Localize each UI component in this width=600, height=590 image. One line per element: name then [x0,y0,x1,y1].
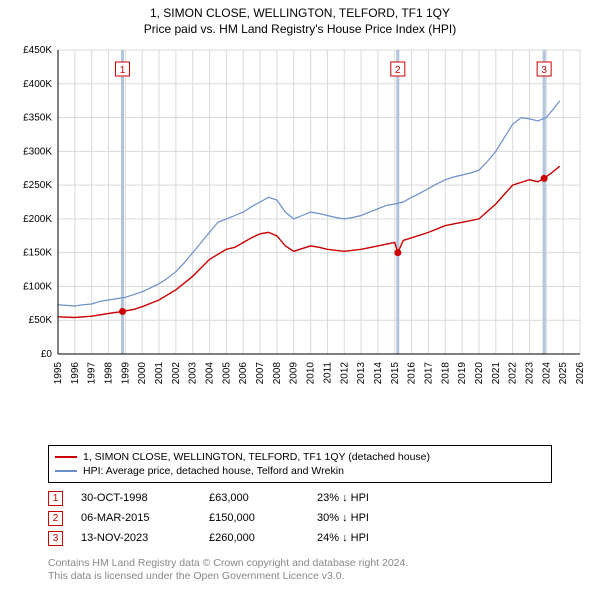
svg-text:2003: 2003 [188,362,199,385]
svg-text:2015: 2015 [390,362,401,385]
svg-text:2022: 2022 [508,362,519,385]
transaction-delta: 23% ↓ HPI [317,492,407,504]
svg-text:2005: 2005 [221,362,232,385]
svg-text:1995: 1995 [53,362,64,385]
svg-text:2006: 2006 [238,362,249,385]
title-line-1: 1, SIMON CLOSE, WELLINGTON, TELFORD, TF1… [0,6,600,20]
legend-swatch-hpi [55,470,77,472]
svg-text:2001: 2001 [154,362,165,385]
footer-line-1: Contains HM Land Registry data © Crown c… [48,557,408,571]
svg-text:2: 2 [395,65,401,76]
svg-text:£350K: £350K [23,113,52,124]
transactions-table: 1 30-OCT-1998 £63,000 23% ↓ HPI 2 06-MAR-2015… [48,488,407,548]
svg-text:2009: 2009 [289,362,300,385]
svg-text:£100K: £100K [23,281,52,292]
transaction-date: 06-MAR-2015 [81,512,191,524]
svg-text:£0: £0 [41,349,53,360]
svg-text:2018: 2018 [440,362,451,385]
svg-text:2016: 2016 [407,362,418,385]
chart-area: £0 £50K £100K £150K £200K £250K £300K £350K £400… [10,44,590,404]
svg-text:£250K: £250K [23,180,52,191]
legend-label-hpi: HPI: Average price, detached house, Telf… [83,464,344,478]
transaction-marker: 2 [48,511,63,526]
svg-text:2023: 2023 [524,362,535,385]
transaction-date: 30-OCT-1998 [81,492,191,504]
svg-text:£300K: £300K [23,146,52,157]
svg-text:2014: 2014 [373,362,384,385]
svg-text:1996: 1996 [70,362,81,385]
svg-text:2021: 2021 [491,362,502,385]
svg-text:2007: 2007 [255,362,266,385]
svg-text:1999: 1999 [120,362,131,385]
svg-text:1998: 1998 [104,362,115,385]
transaction-price: £260,000 [209,532,299,544]
legend: 1, SIMON CLOSE, WELLINGTON, TELFORD, TF1… [48,445,552,483]
transaction-price: £63,000 [209,492,299,504]
transaction-price: £150,000 [209,512,299,524]
svg-text:2012: 2012 [339,362,350,385]
transaction-row: 1 30-OCT-1998 £63,000 23% ↓ HPI [48,488,407,508]
svg-text:£200K: £200K [23,214,52,225]
transaction-marker: 1 [48,491,63,506]
svg-text:1997: 1997 [87,362,98,385]
transaction-marker: 3 [48,531,63,546]
svg-text:2008: 2008 [272,362,283,385]
svg-text:£50K: £50K [29,315,53,326]
legend-swatch-property [55,456,77,458]
legend-row-hpi: HPI: Average price, detached house, Telf… [55,464,545,478]
svg-text:2002: 2002 [171,362,182,385]
svg-text:2025: 2025 [558,362,569,385]
svg-text:2013: 2013 [356,362,367,385]
svg-text:2000: 2000 [137,362,148,385]
svg-text:£400K: £400K [23,79,52,90]
chart-svg: £0 £50K £100K £150K £200K £250K £300K £350K £400… [10,44,590,404]
svg-text:£150K: £150K [23,248,52,259]
transaction-row: 2 06-MAR-2015 £150,000 30% ↓ HPI [48,508,407,528]
transaction-delta: 24% ↓ HPI [317,532,407,544]
footer-attribution: Contains HM Land Registry data © Crown c… [48,557,408,584]
chart-titles: 1, SIMON CLOSE, WELLINGTON, TELFORD, TF1… [0,0,600,36]
svg-text:2011: 2011 [322,362,333,384]
svg-text:1: 1 [120,65,126,76]
title-line-2: Price paid vs. HM Land Registry's House … [0,22,600,36]
svg-text:£450K: £450K [23,45,52,56]
legend-label-property: 1, SIMON CLOSE, WELLINGTON, TELFORD, TF1… [83,450,430,464]
transaction-row: 3 13-NOV-2023 £260,000 24% ↓ HPI [48,528,407,548]
svg-text:2019: 2019 [457,362,468,385]
legend-row-property: 1, SIMON CLOSE, WELLINGTON, TELFORD, TF1… [55,450,545,464]
svg-text:2020: 2020 [474,362,485,385]
svg-text:2004: 2004 [205,362,216,385]
transaction-date: 13-NOV-2023 [81,532,191,544]
footer-line-2: This data is licensed under the Open Gov… [48,570,408,584]
svg-text:2010: 2010 [306,362,317,385]
svg-text:2024: 2024 [541,362,552,385]
svg-text:2017: 2017 [423,362,434,385]
transaction-delta: 30% ↓ HPI [317,512,407,524]
svg-text:2026: 2026 [575,362,586,385]
svg-text:3: 3 [541,65,547,76]
